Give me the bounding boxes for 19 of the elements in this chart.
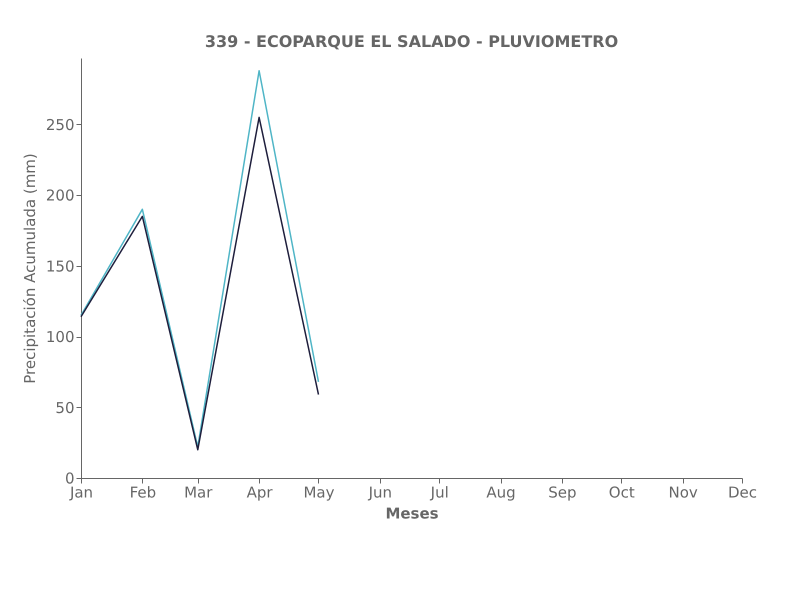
x-axis-title: Meses (385, 504, 439, 522)
x-tick-label: Aug (486, 484, 516, 502)
x-tick-label: Jun (368, 484, 392, 502)
x-tick-label: Nov (668, 484, 698, 502)
x-tick-label: Apr (246, 484, 274, 502)
y-tick-label: 100 (46, 328, 74, 346)
y-tick-label: 150 (46, 257, 74, 276)
x-tick-label: May (303, 484, 335, 502)
y-axis-title: Precipitación Acumulada (mm) (20, 153, 39, 384)
y-tick-label: 250 (46, 116, 74, 134)
x-tick-label: Oct (608, 484, 635, 502)
x-tick-label: Feb (130, 484, 156, 502)
x-tick-label: Mar (184, 484, 214, 502)
x-tick-label: Dec (728, 484, 758, 502)
x-tick-label: Jul (430, 484, 449, 502)
chart-title: 339 - ECOPARQUE EL SALADO - PLUVIOMETRO (204, 32, 618, 51)
x-tick-label: Sep (548, 484, 577, 502)
y-tick-label: 200 (46, 186, 74, 205)
y-tick-label: 50 (55, 398, 74, 417)
